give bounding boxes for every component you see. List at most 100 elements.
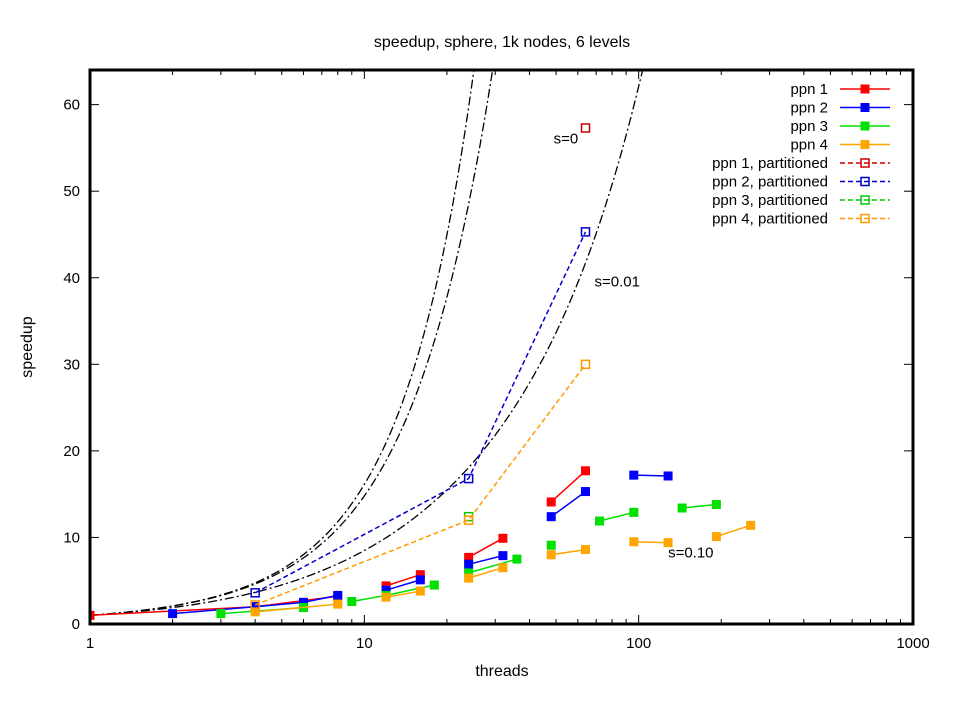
plot-area: s=0 s=0.01 s=0.10 — [90, 70, 756, 620]
series-line — [172, 594, 338, 615]
chart-title: speedup, sphere, 1k nodes, 6 levels — [374, 34, 630, 51]
model-curve-s-0-01 — [90, 70, 494, 616]
data-point — [498, 563, 508, 573]
y-axis-title: speedup — [19, 316, 36, 377]
data-point — [663, 538, 673, 548]
data-point — [347, 596, 357, 606]
series-line — [633, 541, 669, 544]
data-point — [580, 227, 591, 237]
y-tick-label: 20 — [63, 443, 80, 460]
data-point — [629, 507, 639, 517]
legend-label: ppn 1 — [790, 81, 828, 98]
series-ppn-4-partitioned — [250, 359, 591, 610]
series-group — [90, 123, 756, 620]
data-point — [333, 599, 343, 609]
data-point — [464, 552, 474, 562]
y-tick-label: 40 — [63, 270, 80, 287]
data-point — [463, 515, 474, 525]
legend-label: ppn 3, partitioned — [712, 192, 828, 209]
series-ppn-4 — [250, 520, 756, 617]
data-point — [250, 602, 260, 612]
legend-label: ppn 2 — [790, 100, 828, 117]
series-ppn-1-partitioned — [580, 123, 591, 133]
series-line — [468, 537, 504, 558]
series-ppn-2-partitioned — [250, 227, 591, 598]
legend-marker — [860, 121, 870, 131]
model-curve-s-0-10 — [90, 70, 644, 616]
legend-marker — [860, 140, 870, 149]
x-tick-label: 1000 — [896, 635, 929, 652]
series-line — [254, 231, 587, 594]
legend-item-ppn-4: ppn 4 — [790, 137, 890, 154]
legend-marker — [860, 84, 870, 94]
legend-marker — [860, 213, 870, 224]
data-point — [677, 503, 687, 513]
legend-item-ppn-1: ppn 1 — [790, 81, 890, 98]
legend-marker — [860, 195, 870, 205]
data-point — [415, 570, 425, 580]
legend-item-ppn-4-partitioned: ppn 4, partitioned — [712, 211, 890, 228]
data-point — [580, 359, 591, 370]
legend-item-ppn-3-partitioned: ppn 3, partitioned — [712, 192, 890, 209]
data-point — [498, 533, 508, 543]
data-point — [498, 551, 508, 561]
series-line — [468, 566, 504, 579]
data-point — [629, 470, 639, 480]
x-tick-label: 1 — [86, 635, 94, 652]
data-point — [298, 597, 308, 607]
legend-label: ppn 1, partitioned — [712, 155, 828, 172]
legend-label: ppn 2, partitioned — [712, 174, 828, 191]
curve-label-s-0: s=0 — [554, 131, 579, 148]
data-point — [580, 123, 591, 133]
data-point — [663, 471, 673, 481]
series-line — [550, 490, 586, 518]
series-line — [385, 573, 421, 587]
y-tick-label: 30 — [63, 356, 80, 373]
legend-label: ppn 3 — [790, 118, 828, 135]
series-line — [716, 524, 751, 538]
data-point — [546, 540, 556, 550]
data-point — [512, 554, 522, 564]
y-tick-label: 0 — [72, 616, 80, 633]
legend-marker — [860, 176, 870, 187]
x-axis-title: threads — [475, 663, 528, 680]
data-point — [546, 497, 556, 507]
legend-item-ppn-1-partitioned: ppn 1, partitioned — [712, 155, 890, 172]
series-line — [468, 558, 518, 574]
data-point — [546, 512, 556, 522]
data-point — [415, 575, 425, 585]
data-point — [168, 609, 178, 619]
data-point — [746, 520, 756, 530]
legend-label: ppn 4, partitioned — [712, 211, 828, 228]
model-curves — [90, 70, 644, 616]
data-point — [464, 559, 474, 569]
data-point — [429, 580, 439, 590]
data-point — [381, 592, 391, 602]
x-tick-label: 10 — [356, 635, 373, 652]
data-point — [546, 550, 556, 560]
data-point — [216, 609, 226, 619]
data-point — [381, 585, 391, 595]
data-point — [580, 487, 590, 497]
axes: 0 10 20 30 40 50 60 1 10 100 1000 — [63, 70, 930, 652]
data-point — [250, 607, 260, 617]
x-tick-label: 100 — [626, 635, 651, 652]
data-point — [250, 588, 260, 598]
plot-frame — [88, 68, 915, 626]
data-point — [333, 590, 343, 600]
series-line — [385, 590, 421, 598]
legend-item-ppn-2: ppn 2 — [790, 100, 890, 117]
data-point — [629, 537, 639, 547]
legend-marker — [860, 103, 870, 112]
series-line — [551, 548, 586, 556]
data-point — [464, 573, 474, 583]
y-tick-label: 60 — [63, 97, 80, 114]
data-point — [464, 568, 474, 578]
data-point — [415, 586, 425, 596]
data-point — [595, 516, 605, 526]
legend-marker — [860, 158, 870, 168]
series-line — [468, 554, 504, 566]
